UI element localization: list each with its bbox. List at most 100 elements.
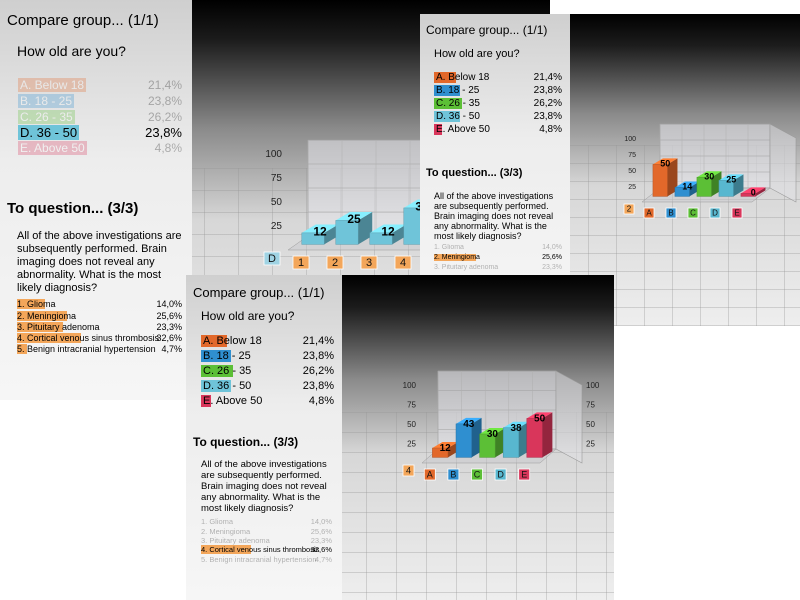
panel-2-question: How old are you?	[434, 48, 520, 60]
panel-1-option-e[interactable]: E. Above 50	[18, 141, 87, 155]
chart-bar-top	[369, 224, 407, 233]
chart-bar-top	[301, 224, 339, 233]
chart-bar-top	[335, 212, 373, 221]
panel-2-answer-2[interactable]: 2. Meningioma	[434, 254, 480, 261]
option-e-chip: E. Above 50	[201, 395, 265, 407]
panel-2-option-c[interactable]: C. 26 - 35	[434, 98, 482, 109]
option-c-chip: C. 26 - 35	[434, 98, 482, 109]
chart-side-tick-label: 25	[586, 440, 595, 449]
panel-1-option-c-pct: 26,2%	[147, 110, 182, 124]
chart-category-label: 4	[400, 257, 406, 269]
chart-category-label: B	[450, 469, 456, 479]
chart-bar-top	[526, 412, 553, 419]
chart-category-box	[447, 468, 460, 481]
chart-data-label: 30	[704, 171, 714, 181]
panel-2-answer-1-pct: 14,0%	[542, 244, 562, 251]
panel-1-answer-4[interactable]: 4. Cortical venous sinus thrombosis	[17, 333, 160, 343]
chart-side-wall	[769, 123, 797, 203]
chart-bar	[502, 427, 520, 458]
panel-2-option-a[interactable]: A. Below 18	[434, 72, 492, 83]
panel-1-answer-5-pct: 4,7%	[161, 344, 182, 354]
chart-bar	[740, 193, 756, 197]
chart-row-label: 4	[406, 465, 411, 475]
chart-bar-side	[471, 417, 482, 458]
panel-2-option-e[interactable]: E. Above 50	[434, 124, 492, 135]
chart-row-label-box	[402, 464, 415, 477]
panel-1-answer-2[interactable]: 2. Meningioma	[17, 311, 77, 321]
panel-3-answer-3[interactable]: 3. Pituitary adenoma	[201, 536, 270, 545]
panel-2-answer-3[interactable]: 3. Pituitary adenoma	[434, 264, 498, 271]
panel-3-option-d-pct: 23,8%	[302, 380, 334, 392]
chart-bar-top	[503, 421, 529, 428]
answer-5-label: 5. Benign intracranial hypertension	[201, 555, 317, 564]
chart-data-label: 43	[463, 419, 475, 430]
chart-category-box	[709, 207, 721, 219]
chart-side-tick-label: 100	[586, 381, 600, 390]
chart-bar	[674, 187, 690, 197]
panel-1-option-b[interactable]: B. 18 - 25	[18, 94, 75, 108]
answer-1-label: 1. Glioma	[201, 517, 234, 526]
chart-category-label: D	[497, 469, 504, 479]
panel-1-option-d[interactable]: D. 36 - 50	[18, 125, 80, 140]
panel-3-answer-4[interactable]: 4. Cortical venous sinus thrombosis	[201, 545, 320, 554]
chart-z-tick-label: 100	[624, 136, 636, 143]
chart-category-label: A	[427, 469, 433, 479]
chart-bar-side	[447, 442, 458, 458]
chart-bar-top	[696, 171, 722, 178]
chart-z-tick-label: 75	[271, 173, 283, 184]
answer-2-label: 2. Meningioma	[434, 254, 480, 261]
panel-2-question-text: All of the above investigations are subs…	[434, 191, 554, 241]
panel-2-option-b-pct: 23,8%	[533, 85, 562, 96]
panel-3-option-a[interactable]: A. Below 18	[201, 335, 264, 347]
panel-3-answer-2[interactable]: 2. Meningioma	[201, 527, 250, 536]
option-b-chip: B. 18 - 25	[434, 85, 482, 96]
chart-bar-side	[733, 174, 744, 197]
chart-z-tick-label: 25	[407, 440, 416, 449]
chart-category-box	[687, 207, 699, 219]
chart-category-box	[423, 468, 436, 481]
chart-category-label: C	[474, 469, 481, 479]
panel-3-option-e[interactable]: E. Above 50	[201, 395, 265, 407]
panel-1-answer-5[interactable]: 5. Benign intracranial hypertension	[17, 344, 156, 354]
panel-1-answer-1[interactable]: 1. Glioma	[17, 299, 56, 309]
chart-category-box	[665, 207, 677, 219]
chart-z-tick-label: 50	[271, 197, 283, 208]
panel-1-option-a[interactable]: A. Below 18	[18, 78, 87, 92]
chart-row-label: D	[268, 253, 276, 265]
panel-3-answer-4-pct: 32,6%	[310, 545, 332, 554]
chart-z-tick-label: 75	[407, 401, 416, 410]
chart-data-label: 25	[726, 175, 736, 185]
panel-3-option-a-pct: 21,4%	[302, 335, 334, 347]
chart-2: 100755025100755025250A14B30C25D0E	[623, 123, 797, 219]
chart-data-label: 38	[510, 423, 522, 434]
panel-1-answer-1-pct: 14,0%	[156, 299, 182, 309]
chart-category-box	[360, 255, 378, 270]
panel-2-title: Compare group... (1/1)	[426, 23, 548, 37]
panel-3-option-d[interactable]: D. 36 - 50	[201, 380, 254, 392]
panel-2-answer-1[interactable]: 1. Glioma	[434, 244, 464, 251]
panel-1-answer-3[interactable]: 3. Pituitary adenoma	[17, 322, 100, 332]
panel-2-option-d[interactable]: D. 36 - 50	[434, 111, 482, 122]
panel-2-option-b[interactable]: B. 18 - 25	[434, 85, 482, 96]
chart-bar	[696, 176, 712, 197]
panel-1-option-c[interactable]: C. 26 - 35	[18, 110, 75, 124]
option-e-chip: E. Above 50	[434, 124, 492, 135]
chart-bar-side	[358, 212, 373, 245]
panel-3-answer-5[interactable]: 5. Benign intracranial hypertension	[201, 555, 317, 564]
panel-1-option-a-pct: 21,4%	[147, 78, 182, 92]
chart-bar-top	[479, 428, 506, 434]
option-d-chip: D. 36 - 50	[18, 125, 80, 140]
panel-3-answer-1[interactable]: 1. Glioma	[201, 517, 233, 526]
panel-3-option-b[interactable]: B. 18 - 25	[201, 350, 253, 362]
answer-2-label: 2. Meningioma	[17, 311, 77, 321]
panel-3-to-question: To question... (3/3)	[193, 435, 299, 449]
chart-z-tick-label: 100	[265, 149, 282, 160]
panel-3-answer-1-pct: 14,0%	[310, 517, 332, 526]
chart-data-label: 0	[751, 188, 756, 198]
panel-2-answer-3-pct: 23,3%	[542, 264, 562, 271]
chart-category-box	[326, 255, 344, 270]
chart-data-label: 25	[347, 212, 361, 226]
answer-3-label: 3. Pituitary adenoma	[201, 536, 270, 545]
panel-3-option-c[interactable]: C. 26 - 35	[201, 365, 254, 377]
panel-1-question-text: All of the above investigations are subs…	[17, 230, 182, 294]
